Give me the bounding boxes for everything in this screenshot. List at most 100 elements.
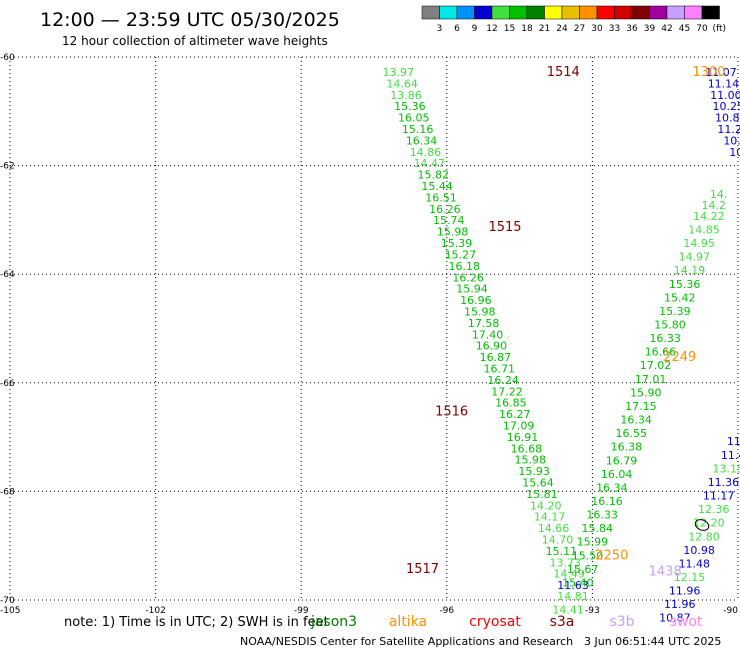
scale-swatch: [614, 5, 633, 20]
data-point-label: 13.15: [713, 462, 740, 475]
satellite-label: altika: [389, 614, 427, 630]
data-point-label: 11.14: [708, 77, 740, 90]
x-tick-label: -99: [294, 606, 309, 616]
data-point-label: 11.00: [710, 89, 740, 102]
data-point-label: 17.02: [640, 359, 672, 372]
data-point-label: 10.87: [715, 112, 740, 125]
data-point-label: 14.95: [683, 237, 715, 250]
data-point-label: 13.73: [549, 556, 581, 569]
scale-swatch: [421, 5, 440, 20]
y-tick-label: -68: [0, 487, 15, 497]
data-point-label: 17.01: [635, 373, 667, 386]
scale-label: 6: [454, 24, 460, 34]
data-point-label: 16.16: [591, 495, 623, 508]
data-point-label: 14.66: [538, 522, 570, 535]
chart-subtitle: 12 hour collection of altimeter wave hei…: [62, 34, 328, 48]
data-point-label: 15.93: [518, 465, 550, 478]
data-point-label: 15.90: [630, 386, 662, 399]
scale-swatch: [631, 5, 650, 20]
data-point-label: 17.40: [472, 328, 504, 341]
time-label: 1514: [547, 65, 580, 80]
time-label: 2249: [663, 350, 696, 365]
scale-swatch: [509, 5, 528, 20]
data-point-label: 14.: [710, 188, 728, 201]
data-marks: 13.9714.6413.8615.3616.0515.1616.3414.86…: [383, 66, 740, 625]
scale-label: 42: [661, 24, 672, 34]
data-point-label: 13.86: [390, 89, 422, 102]
chart-title: 12:00 — 23:59 UTC 05/30/2025: [40, 9, 340, 31]
data-point-label: 15.36: [669, 278, 701, 291]
data-point-label: 13.97: [383, 66, 415, 79]
data-point-label: 14.49: [553, 568, 585, 581]
y-tick-label: -62: [0, 162, 15, 172]
data-point-label: 15.98: [515, 454, 547, 467]
data-point-label: 15.82: [417, 169, 449, 182]
data-point-label: 15.81: [526, 488, 558, 501]
data-point-label: 16.27: [499, 408, 531, 421]
x-tick-label: -93: [585, 606, 600, 616]
satellite-label: s3a: [550, 614, 575, 630]
scale-unit: (ft): [713, 24, 727, 34]
time-label: 2250: [595, 548, 628, 563]
time-label: 1517: [406, 562, 439, 577]
data-point-label: 12.80: [688, 530, 720, 543]
data-point-label: 16.66: [645, 346, 677, 359]
data-point-label: 11.17: [703, 490, 735, 503]
data-point-label: 14.20: [530, 499, 562, 512]
y-tick-label: -70: [0, 596, 15, 606]
scale-label: 9: [472, 24, 478, 34]
scale-label: 70: [696, 24, 708, 34]
data-point-label: 11.96: [669, 585, 701, 598]
y-tick-label: -60: [0, 53, 15, 63]
data-point-label: 17.22: [491, 385, 523, 398]
scale-swatch: [491, 5, 510, 20]
data-point-label: 14.22: [693, 210, 725, 223]
satellite-label: s3b: [609, 614, 634, 630]
data-point-label: 16.87: [480, 351, 512, 364]
satellite-label: jason3: [310, 614, 357, 630]
time-labels: 1514 1515 1516 1517 1300 2249 2250 1438: [406, 65, 725, 580]
data-point-label: 11.36: [708, 476, 740, 489]
data-point-label: 15.16: [402, 123, 434, 136]
data-point-label: 14.81: [557, 590, 589, 603]
data-point-label: 15.99: [577, 536, 609, 549]
data-point-label: 15.39: [659, 305, 691, 318]
data-point-label: 15.39: [441, 237, 473, 250]
data-point-label: 16.71: [483, 362, 515, 375]
scale-label: 30: [591, 24, 603, 34]
scale-label: 15: [504, 24, 515, 34]
data-point-label: 15.42: [664, 291, 696, 304]
x-tick-label: -90: [723, 606, 738, 616]
scale-label: 12: [486, 24, 497, 34]
satellite-legend: jason3 altika cryosat s3a s3b swot: [310, 614, 703, 630]
scale-swatch: [439, 5, 458, 20]
ellipse-marker: [694, 519, 710, 531]
data-point-label: 17.58: [468, 317, 500, 330]
axis-ticks: -105 -102 -99 -96 -93 -90 -60 -62 -64 -66 -68 -70: [0, 53, 738, 616]
data-point-label: 15.44: [421, 180, 453, 193]
scale-swatch: [544, 5, 563, 20]
data-point-label: 16.04: [601, 468, 633, 481]
data-point-label: 10.87: [659, 612, 691, 625]
data-point-label: 16.34: [620, 414, 652, 427]
data-point-label: 15.74: [433, 214, 465, 227]
data-point-label: 14.47: [414, 157, 446, 170]
y-tick-label: -66: [0, 379, 15, 389]
data-point-label: 16.26: [429, 203, 461, 216]
data-point-label: 11.22: [717, 123, 740, 136]
data-point-label: 11.48: [679, 557, 711, 570]
data-point-label: 16.34: [406, 134, 438, 147]
footer-credit: NOAA/NESDIS Center for Satellite Applica…: [240, 635, 573, 648]
data-point-label: 14.41: [552, 604, 584, 617]
data-point-label: 15.80: [654, 319, 686, 332]
scale-label: 24: [556, 24, 568, 34]
footer-timestamp: 3 Jun 06:51:44 UTC 2025: [584, 635, 721, 648]
data-point-label: 14.17: [534, 511, 566, 524]
data-point-label: 16.24: [487, 374, 519, 387]
scale-swatch: [456, 5, 475, 20]
data-point-label: 10.25: [713, 100, 740, 113]
time-label: 1300: [692, 65, 725, 80]
time-label: 1515: [488, 220, 521, 235]
x-tick-label: -96: [439, 606, 454, 616]
data-point-label: 15.40: [562, 576, 594, 589]
